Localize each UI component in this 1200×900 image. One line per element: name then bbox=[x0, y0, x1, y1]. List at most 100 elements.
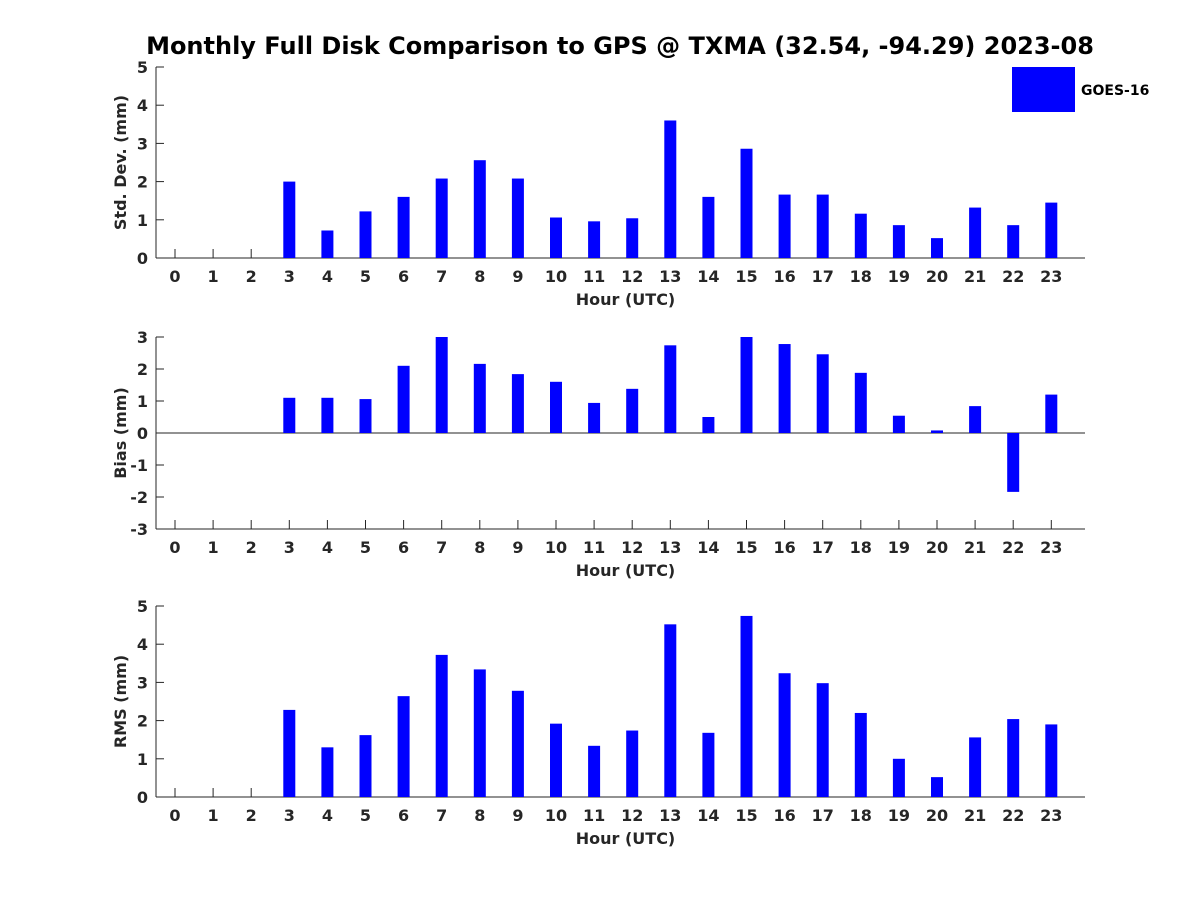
x-tick-label: 13 bbox=[659, 538, 681, 557]
legend-label: GOES-16 bbox=[1081, 83, 1149, 99]
y-tick-label: 0 bbox=[137, 249, 148, 268]
y-tick-label: 1 bbox=[137, 392, 148, 411]
x-tick-label: 18 bbox=[850, 267, 872, 286]
bar-hour-14 bbox=[702, 417, 715, 433]
legend: GOES-16 bbox=[1012, 67, 1149, 112]
x-tick-label: 20 bbox=[926, 538, 948, 557]
bar-hour-10 bbox=[550, 381, 562, 433]
x-tick-label: 11 bbox=[583, 267, 605, 286]
x-tick-label: 18 bbox=[850, 806, 872, 825]
bar-hour-11 bbox=[588, 745, 601, 797]
x-tick-label: 15 bbox=[735, 806, 757, 825]
x-tick-label: 14 bbox=[697, 538, 719, 557]
x-tick-label: 1 bbox=[208, 267, 219, 286]
bar-hour-12 bbox=[626, 218, 639, 258]
bar-hour-9 bbox=[511, 374, 524, 433]
y-tick-label: 3 bbox=[137, 134, 148, 153]
bar-hour-16 bbox=[778, 673, 791, 797]
bar-hour-10 bbox=[550, 217, 562, 258]
bar-hour-9 bbox=[511, 178, 524, 258]
bar-hour-23 bbox=[1045, 202, 1058, 258]
x-tick-label: 19 bbox=[888, 806, 910, 825]
y-axis-label: RMS (mm) bbox=[111, 655, 130, 748]
x-tick-label: 22 bbox=[1002, 267, 1024, 286]
bar-hour-21 bbox=[969, 737, 982, 797]
x-tick-label: 1 bbox=[208, 806, 219, 825]
bar-hour-16 bbox=[778, 194, 791, 258]
bar-hour-11 bbox=[588, 221, 601, 258]
bar-hour-18 bbox=[854, 213, 867, 258]
bar-hour-23 bbox=[1045, 724, 1058, 797]
bar-hour-11 bbox=[588, 402, 601, 433]
y-tick-label: 5 bbox=[137, 58, 148, 77]
x-tick-label: 20 bbox=[926, 267, 948, 286]
bar-hour-20 bbox=[931, 777, 943, 797]
bar-hour-7 bbox=[435, 337, 448, 433]
x-tick-label: 10 bbox=[545, 267, 567, 286]
x-tick-label: 16 bbox=[773, 267, 795, 286]
x-tick-label: 5 bbox=[360, 267, 371, 286]
bar-hour-16 bbox=[778, 344, 791, 433]
x-tick-label: 13 bbox=[659, 806, 681, 825]
x-tick-label: 12 bbox=[621, 267, 643, 286]
bar-hour-14 bbox=[702, 196, 715, 258]
x-tick-label: 14 bbox=[697, 267, 719, 286]
x-tick-label: 9 bbox=[512, 806, 523, 825]
x-tick-label: 13 bbox=[659, 267, 681, 286]
y-tick-label: 3 bbox=[137, 673, 148, 692]
x-tick-label: 21 bbox=[964, 267, 986, 286]
x-tick-label: 20 bbox=[926, 806, 948, 825]
bar-hour-6 bbox=[397, 196, 410, 258]
bar-hour-5 bbox=[359, 735, 372, 797]
bar-hour-13 bbox=[664, 120, 677, 258]
bar-hour-22 bbox=[1007, 225, 1020, 258]
bar-hour-20 bbox=[931, 430, 943, 433]
x-tick-label: 8 bbox=[474, 538, 485, 557]
bar-hour-22 bbox=[1007, 433, 1020, 492]
x-tick-label: 3 bbox=[284, 806, 295, 825]
x-axis-label: Hour (UTC) bbox=[576, 829, 676, 848]
bar-hour-15 bbox=[740, 615, 753, 797]
x-tick-label: 1 bbox=[208, 538, 219, 557]
x-tick-label: 9 bbox=[512, 538, 523, 557]
bar-hour-5 bbox=[359, 399, 372, 433]
y-tick-label: 3 bbox=[137, 328, 148, 347]
x-tick-label: 11 bbox=[583, 538, 605, 557]
x-tick-label: 12 bbox=[621, 806, 643, 825]
x-tick-label: 8 bbox=[474, 267, 485, 286]
bar-hour-19 bbox=[892, 758, 905, 797]
x-tick-label: 6 bbox=[398, 267, 409, 286]
bar-hour-19 bbox=[892, 415, 905, 433]
x-tick-label: 2 bbox=[246, 538, 257, 557]
x-tick-label: 10 bbox=[545, 538, 567, 557]
x-tick-label: 8 bbox=[474, 806, 485, 825]
bar-hour-8 bbox=[473, 669, 486, 797]
x-tick-label: 2 bbox=[246, 267, 257, 286]
bar-hour-17 bbox=[816, 683, 829, 797]
bar-hour-3 bbox=[283, 397, 296, 433]
bar-hour-15 bbox=[740, 148, 753, 258]
bar-hour-17 bbox=[816, 354, 829, 433]
bar-hour-17 bbox=[816, 194, 829, 258]
x-tick-label: 0 bbox=[169, 267, 180, 286]
bar-hour-3 bbox=[283, 709, 296, 797]
y-axis-label: Bias (mm) bbox=[111, 387, 130, 479]
bar-hour-18 bbox=[854, 372, 867, 433]
bar-hour-3 bbox=[283, 181, 296, 258]
bar-hour-13 bbox=[664, 345, 677, 433]
bar-hour-22 bbox=[1007, 719, 1020, 797]
bar-hour-23 bbox=[1045, 394, 1058, 433]
bar-hour-14 bbox=[702, 732, 715, 797]
x-tick-label: 19 bbox=[888, 267, 910, 286]
x-tick-label: 11 bbox=[583, 806, 605, 825]
x-tick-label: 3 bbox=[284, 267, 295, 286]
x-tick-label: 15 bbox=[735, 538, 757, 557]
x-tick-label: 7 bbox=[436, 538, 447, 557]
bar-hour-4 bbox=[321, 747, 334, 797]
y-tick-label: 0 bbox=[137, 788, 148, 807]
x-axis-label: Hour (UTC) bbox=[576, 561, 676, 580]
x-tick-label: 19 bbox=[888, 538, 910, 557]
bar-hour-21 bbox=[969, 207, 982, 258]
x-tick-label: 21 bbox=[964, 806, 986, 825]
